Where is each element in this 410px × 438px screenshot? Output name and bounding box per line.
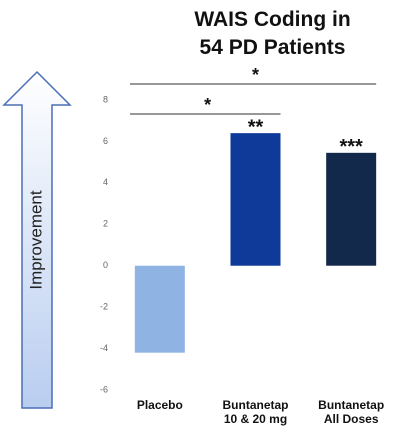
bar-annotation: *** (339, 136, 363, 158)
y-tick-label: -6 (100, 384, 108, 394)
y-tick-label: -4 (100, 343, 108, 353)
chart-title: WAIS Coding in 54 PD Patients (194, 8, 351, 59)
bar (326, 152, 377, 266)
y-tick-label: -2 (100, 302, 108, 312)
y-tick-label: 4 (103, 177, 108, 187)
y-tick-label: 6 (103, 136, 108, 146)
y-tick-label: 0 (103, 260, 108, 270)
x-tick-label: Buntanetap All Doses (318, 398, 385, 426)
y-tick-label: 2 (103, 219, 108, 229)
x-tick-label: Buntanetap 10 & 20 mg (222, 398, 289, 426)
bar (230, 133, 281, 266)
bar (134, 265, 185, 353)
y-axis-label: Improvement (26, 190, 45, 289)
x-tick-label: Placebo (136, 398, 183, 412)
y-tick-label: 8 (103, 94, 108, 104)
significance-label: * (204, 95, 211, 115)
improvement-arrow (2, 70, 72, 409)
bar-annotation: ** (248, 116, 264, 138)
significance-label: * (252, 65, 259, 85)
